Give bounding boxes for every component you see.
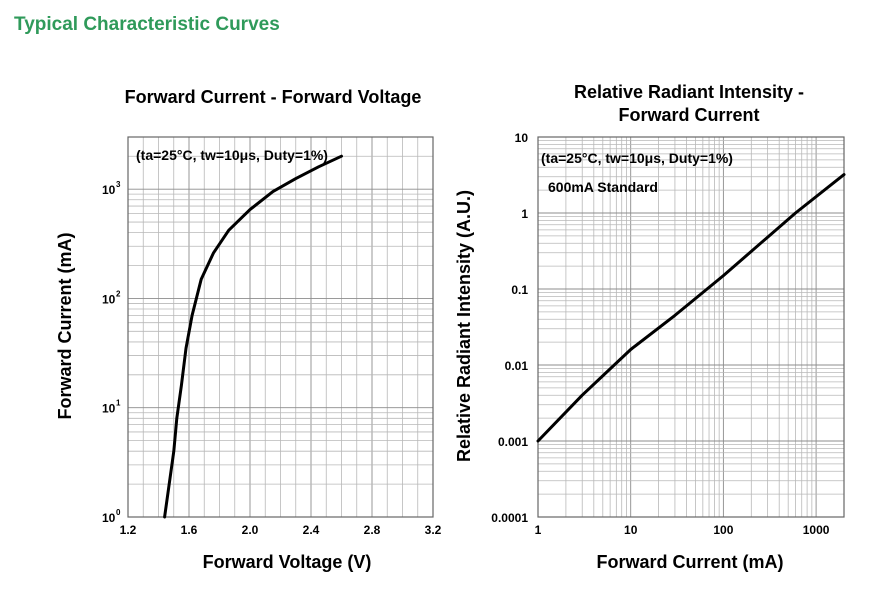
page-title: Typical Characteristic Curves xyxy=(14,14,280,35)
chart1-xtick-label: 2.0 xyxy=(242,523,259,537)
chart1-series-line xyxy=(163,154,343,519)
chart2-title-line1: Relative Radiant Intensity - xyxy=(574,82,804,102)
chart1-ytick-label: 10 xyxy=(102,511,116,525)
chart2-ytick-label: 10 xyxy=(515,131,529,145)
chart2-ytick-label: 0.01 xyxy=(505,359,529,373)
chart2-xtick-label: 10 xyxy=(624,523,638,537)
chart2-ylabel: Relative Radiant Intensity (A.U.) xyxy=(454,190,474,462)
chart1-ytick-exponent: 0 xyxy=(116,508,121,517)
chart1-ylabel: Forward Current (mA) xyxy=(55,232,75,419)
chart2-tick-labels: 1 10 100 1000 0.0001 0.001 0.01 0.1 1 10 xyxy=(491,131,829,537)
chart1-ytick-label: 10 xyxy=(102,402,116,416)
chart1-title: Forward Current - Forward Voltage xyxy=(125,87,422,107)
chart1-xtick-label: 2.8 xyxy=(364,523,381,537)
chart2-ytick-label: 0.0001 xyxy=(491,511,528,525)
chart2-ytick-label: 0.001 xyxy=(498,435,528,449)
chart2-xlabel: Forward Current (mA) xyxy=(596,552,783,572)
chart1-ytick-exponent: 1 xyxy=(116,399,121,408)
chart2-ytick-label: 0.1 xyxy=(511,283,528,297)
chart1-xtick-label: 1.2 xyxy=(120,523,137,537)
chart1-frame xyxy=(127,136,434,518)
chart1-ytick-exponent: 3 xyxy=(116,180,121,189)
chart1-xtick-label: 1.6 xyxy=(181,523,198,537)
chart1-xlabel: Forward Voltage (V) xyxy=(203,552,372,572)
chart1-ytick-exponent: 2 xyxy=(116,289,121,298)
chart1-xtick-label: 3.2 xyxy=(425,523,442,537)
chart1-annotation: (ta=25°C, tw=10μs, Duty=1%) xyxy=(136,147,328,163)
chart2-xtick-label: 1000 xyxy=(803,523,830,537)
chart1-series-group xyxy=(163,154,343,519)
chart1-ytick-label: 10 xyxy=(102,292,116,306)
chart1-xtick-label: 2.4 xyxy=(303,523,320,537)
chart2-frame xyxy=(537,136,845,518)
chart1-ytick-label: 10 xyxy=(102,183,116,197)
chart2-annotation-standard: 600mA Standard xyxy=(548,179,658,195)
chart2-xtick-label: 100 xyxy=(713,523,733,537)
chart2-annotation-conditions: (ta=25°C, tw=10μs, Duty=1%) xyxy=(541,150,733,166)
chart2-ytick-label: 1 xyxy=(521,207,528,221)
chart2-series-group xyxy=(536,173,846,443)
chart1-grid xyxy=(127,136,434,518)
chart2-xtick-label: 1 xyxy=(535,523,542,537)
chart2-grid xyxy=(537,136,845,518)
chart2-title-line2: Forward Current xyxy=(618,105,759,125)
chart2-series-line xyxy=(536,173,846,443)
